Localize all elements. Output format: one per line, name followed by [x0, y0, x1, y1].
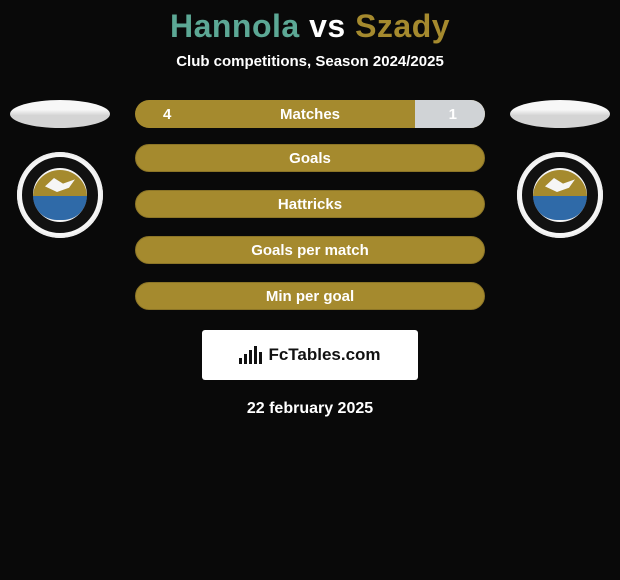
- crest-ring: [22, 157, 98, 233]
- player-left-silhouette: [10, 100, 110, 128]
- matches-label: Matches: [280, 106, 340, 123]
- club-crest-left: [17, 152, 103, 238]
- stat-bars-column: Goals Hattricks Goals per match Min per …: [135, 138, 485, 310]
- competition-subtitle: Club competitions, Season 2024/2025: [0, 53, 620, 70]
- matches-row: 4 Matches 1: [0, 100, 620, 128]
- stat-bar-min-per-goal: Min per goal: [135, 282, 485, 310]
- stat-bar-goals-per-match: Goals per match: [135, 236, 485, 264]
- vs-text: vs: [300, 8, 355, 44]
- stat-bar-goals: Goals: [135, 144, 485, 172]
- player-left-name: Hannola: [170, 8, 300, 44]
- club-badge-left: [10, 138, 110, 238]
- brand-box: FcTables.com: [202, 330, 418, 380]
- brand-text: FcTables.com: [268, 345, 380, 365]
- date-text: 22 february 2025: [0, 400, 620, 418]
- matches-left-value: 4: [163, 106, 171, 123]
- matches-bar: 4 Matches 1: [135, 100, 485, 128]
- player-right-silhouette: [510, 100, 610, 128]
- club-crest-right: [517, 152, 603, 238]
- crest-ring: [522, 157, 598, 233]
- matches-right-value: 1: [449, 106, 457, 123]
- stats-section: Goals Hattricks Goals per match Min per …: [0, 138, 620, 310]
- player-right-name: Szady: [355, 8, 450, 44]
- brand-bars-icon: [239, 346, 262, 364]
- stat-bar-hattricks: Hattricks: [135, 190, 485, 218]
- club-badge-right: [510, 138, 610, 238]
- comparison-title: Hannola vs Szady: [0, 0, 620, 45]
